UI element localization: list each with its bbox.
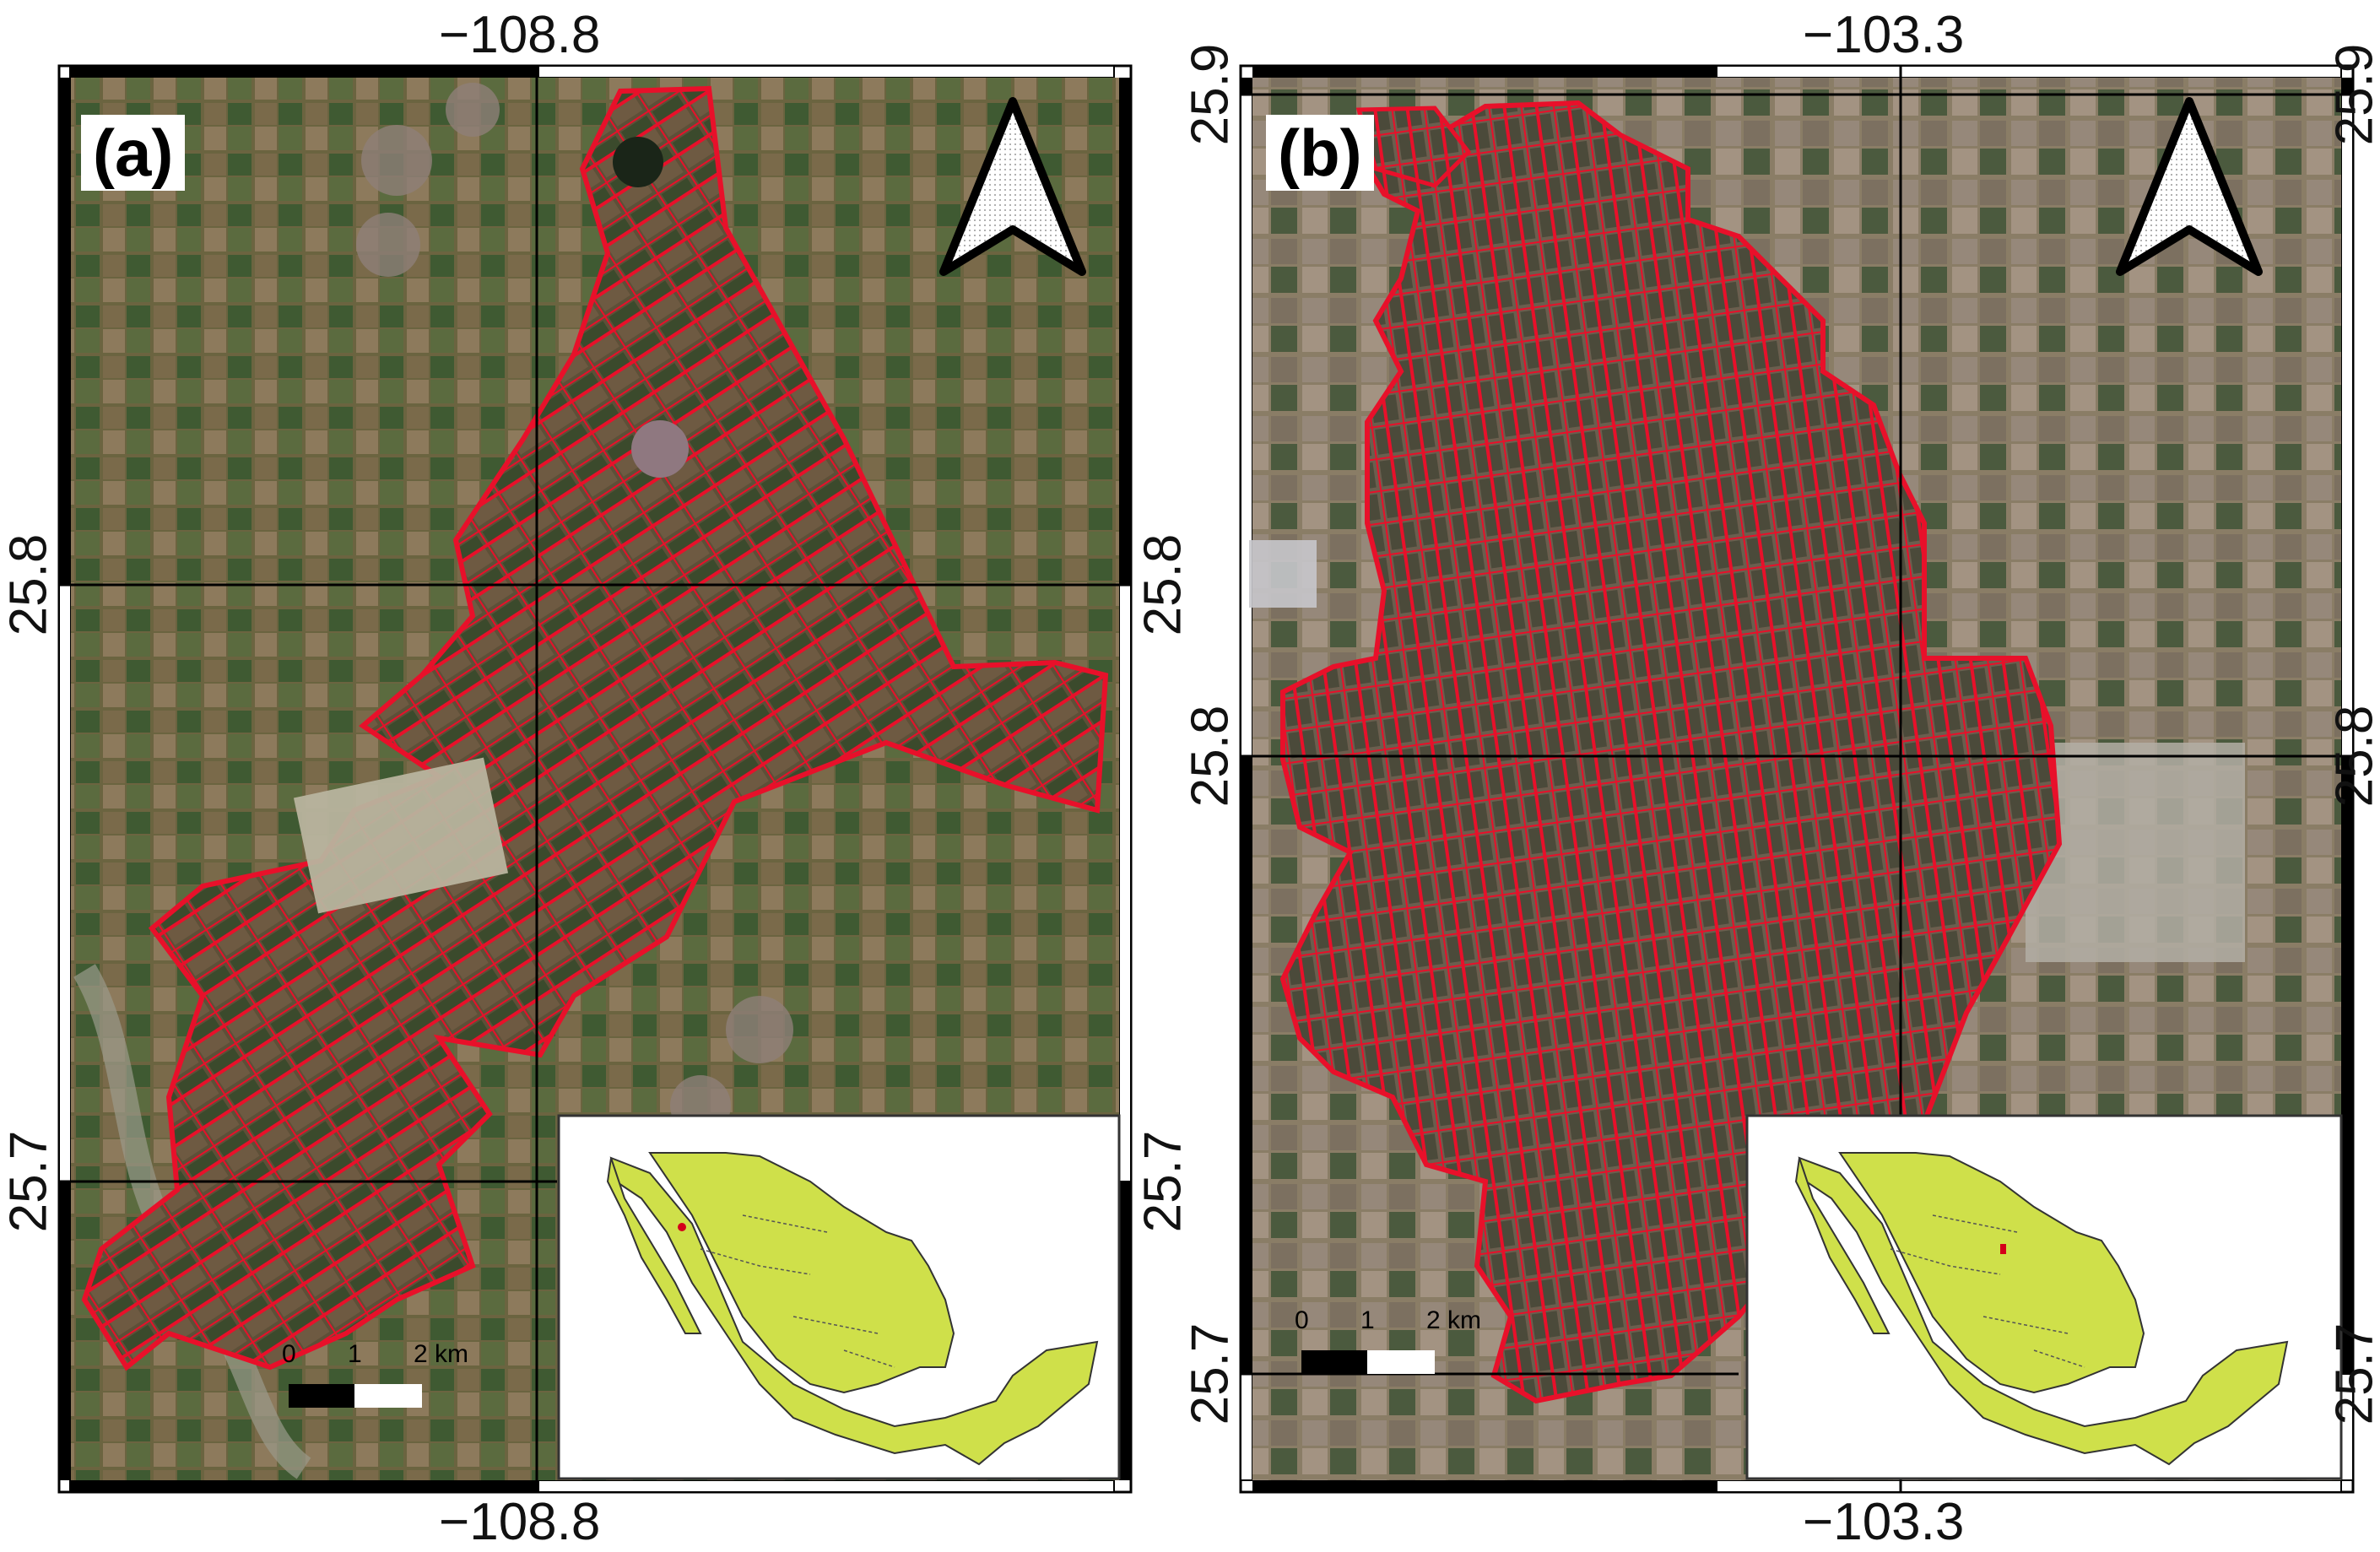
bottom-longitude-label: −108.8 bbox=[439, 1493, 601, 1551]
top-longitude-label: −108.8 bbox=[439, 6, 601, 64]
left-latitude-lower: 25.7 bbox=[0, 1130, 58, 1233]
panel-tag-a: (a) bbox=[81, 115, 186, 191]
scale-tick-1: 1 bbox=[1360, 1306, 1375, 1334]
map-panel-b: (b) −103.3 −103.3 25.9 25.8 25.7 25.9 25… bbox=[1182, 0, 2380, 1552]
scale-bar-a bbox=[289, 1384, 422, 1408]
mexico-inset-map bbox=[557, 1114, 1121, 1480]
right-latitude-bottom: 25.7 bbox=[2325, 1322, 2380, 1425]
map-panel-a: (a) −108.8 −108.8 25.8 25.7 25.8 25.7 0 … bbox=[0, 0, 1193, 1552]
mexico-inset-map bbox=[1745, 1114, 2343, 1480]
panel-tag-b: (b) bbox=[1266, 115, 1374, 191]
scale-tick-1: 1 bbox=[348, 1340, 362, 1368]
right-latitude-middle: 25.8 bbox=[2325, 705, 2380, 808]
right-latitude-top: 25.9 bbox=[2325, 43, 2380, 146]
scale-tick-0: 0 bbox=[1295, 1306, 1309, 1334]
map-a-canvas bbox=[57, 64, 1133, 1494]
study-area-marker-b bbox=[2000, 1244, 2006, 1254]
top-longitude-label: −103.3 bbox=[1803, 6, 1965, 64]
map-b-canvas bbox=[1239, 64, 2355, 1494]
left-latitude-middle: 25.8 bbox=[1181, 705, 1240, 808]
irrigation-district-b bbox=[1279, 100, 2063, 1404]
study-area-marker-a bbox=[678, 1223, 686, 1231]
bottom-longitude-label: −103.3 bbox=[1803, 1493, 1965, 1551]
north-arrow-icon bbox=[2116, 97, 2263, 276]
scale-tick-0: 0 bbox=[282, 1340, 296, 1368]
scale-tick-2: 2 km bbox=[414, 1340, 469, 1368]
north-arrow-icon bbox=[939, 97, 1086, 276]
left-latitude-top: 25.9 bbox=[1181, 43, 1240, 146]
left-latitude-upper: 25.8 bbox=[0, 533, 58, 636]
left-latitude-bottom: 25.7 bbox=[1181, 1322, 1240, 1425]
scale-bar-b bbox=[1301, 1350, 1435, 1374]
scale-tick-2: 2 km bbox=[1426, 1306, 1482, 1334]
irrigation-district-a bbox=[81, 85, 1109, 1371]
